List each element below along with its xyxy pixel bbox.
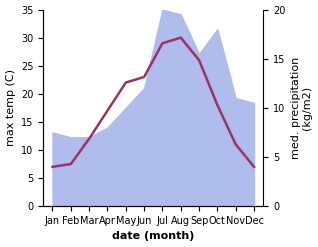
Y-axis label: med. precipitation
(kg/m2): med. precipitation (kg/m2): [291, 57, 313, 159]
X-axis label: date (month): date (month): [112, 231, 194, 242]
Y-axis label: max temp (C): max temp (C): [5, 69, 16, 146]
